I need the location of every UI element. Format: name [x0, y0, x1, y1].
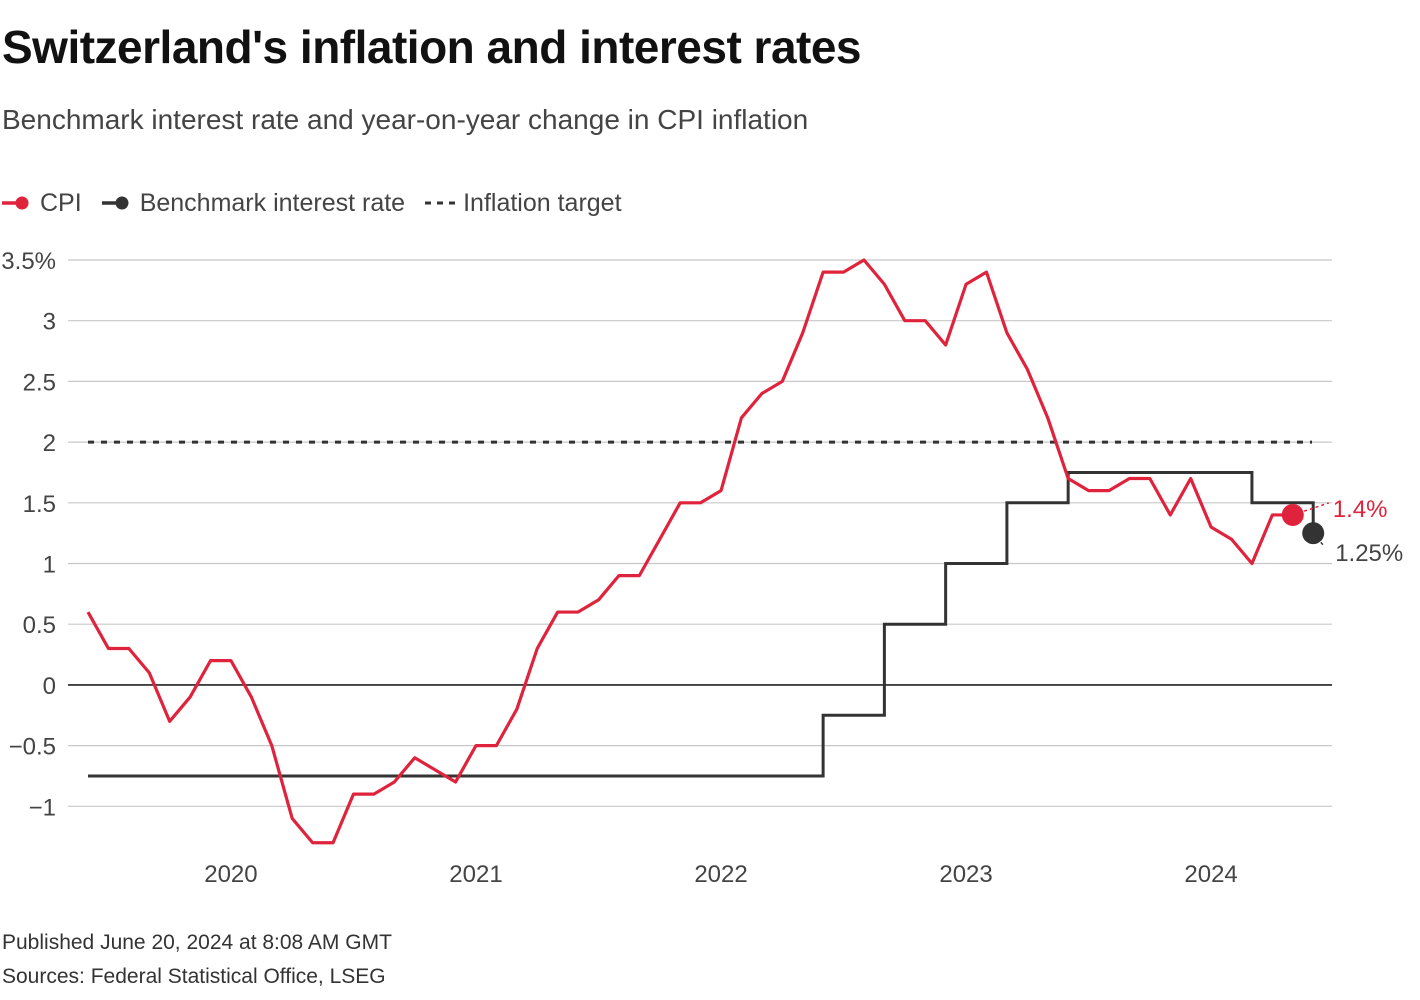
y-tick-label: 1 [43, 552, 56, 579]
legend-label-cpi: CPI [40, 188, 82, 217]
line-chart: −1 −0.5 0 0.5 1 1.5 2 2.5 3 3.5% 2020 2021 2022 2023 2… [1, 248, 1403, 888]
rate-end-marker [1302, 522, 1325, 545]
y-tick-label: 1.5 [23, 491, 56, 518]
legend-item-rate: Benchmark interest rate [101, 188, 406, 218]
rate-step-line [88, 470, 1315, 778]
legend-item-cpi: CPI [2, 189, 82, 218]
y-tick-label: 0.5 [23, 612, 56, 639]
chart-title: Switzerland's inflation and interest rat… [2, 21, 862, 73]
y-tick-label: 2 [43, 430, 56, 457]
x-tick-label: 2024 [1184, 861, 1237, 888]
cpi-line [86, 258, 1293, 845]
chart-subtitle: Benchmark interest rate and year-on-year… [2, 104, 809, 135]
sources-note: Sources: Federal Statistical Office, LSE… [2, 965, 386, 988]
y-tick-label: 3.5% [1, 248, 56, 275]
legend: CPI Benchmark interest rate Inflation ta… [2, 186, 642, 220]
y-tick-label: 3 [43, 309, 56, 336]
legend-label-rate: Benchmark interest rate [139, 188, 406, 217]
y-tick-label: −1 [29, 794, 56, 821]
cpi-end-marker [1281, 503, 1304, 526]
y-tick-label: −0.5 [9, 734, 56, 761]
target-legend-icon [425, 201, 456, 205]
cpi-legend-icon [2, 196, 29, 210]
legend-label-target: Inflation target [463, 188, 622, 217]
published-note: Published June 20, 2024 at 8:08 AM GMT [2, 931, 392, 954]
y-tick-label: 2.5 [23, 369, 56, 396]
rate-end-label: 1.25% [1335, 540, 1403, 567]
x-tick-label: 2020 [204, 861, 257, 888]
x-tick-label: 2022 [694, 861, 747, 888]
x-tick-label: 2023 [939, 861, 992, 888]
legend-item-target: Inflation target [425, 188, 622, 218]
y-tick-label: 0 [43, 673, 56, 700]
rate-legend-icon [101, 196, 129, 210]
cpi-end-label: 1.4% [1333, 496, 1388, 523]
x-tick-label: 2021 [449, 861, 502, 888]
